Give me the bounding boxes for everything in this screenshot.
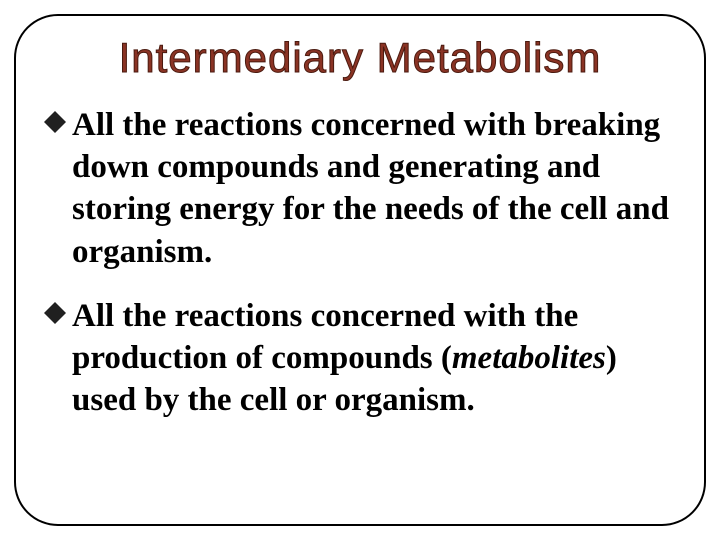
bullet-text: All the reactions concerned with the pro… bbox=[72, 295, 676, 422]
bullet-text: All the reactions concerned with breakin… bbox=[72, 104, 676, 273]
slide-title: Intermediary Metabolism bbox=[44, 34, 676, 82]
bullet-text-pre: All the reactions concerned with breakin… bbox=[72, 107, 669, 270]
diamond-icon bbox=[44, 302, 66, 324]
bullet-item: All the reactions concerned with breakin… bbox=[44, 104, 676, 273]
slide-frame: Intermediary Metabolism All the reaction… bbox=[14, 14, 706, 526]
bullet-item: All the reactions concerned with the pro… bbox=[44, 295, 676, 422]
bullet-text-italic: metabolites bbox=[452, 340, 606, 376]
diamond-icon bbox=[44, 111, 66, 133]
